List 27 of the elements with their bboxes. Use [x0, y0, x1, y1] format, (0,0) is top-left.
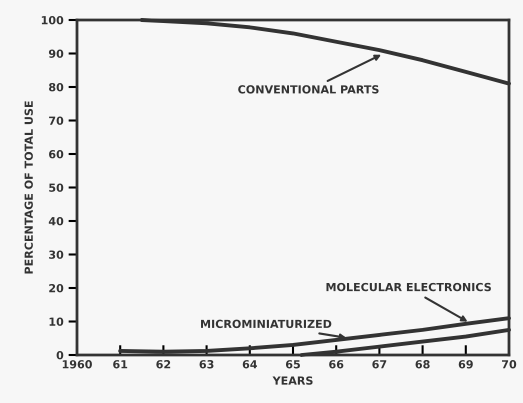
y-tick-label: 0	[56, 350, 64, 360]
y-axis-title: PERCENTAGE OF TOTAL USE	[24, 101, 33, 274]
x-axis-title: YEARS	[272, 376, 313, 385]
y-tick-label: 50	[49, 183, 64, 192]
x-tick-label: 62	[156, 360, 170, 368]
y-tick-label: 30	[49, 250, 64, 259]
x-tick-label: 64	[242, 360, 258, 368]
y-tick-label: 70	[49, 116, 64, 125]
x-tick-label: 65	[286, 360, 300, 368]
y-tick-label: 20	[49, 284, 64, 292]
x-tick-label: 66	[329, 360, 344, 368]
x-tick-label: 68	[416, 360, 430, 368]
x-tick-label: 69	[458, 360, 473, 368]
x-tick-label: 1960	[62, 360, 92, 368]
y-tick-label: 40	[48, 216, 64, 226]
x-tick-label: 61	[113, 360, 128, 368]
x-tick-label: 67	[372, 360, 386, 368]
y-tick-label: 10	[50, 317, 64, 326]
y-tick-label: 100	[42, 16, 64, 24]
x-tick-label: 70	[502, 360, 516, 368]
y-tick-label: 80	[49, 82, 64, 92]
x-tick-label: 63	[200, 360, 214, 368]
annotation: MICROMINIATURIZED	[201, 320, 332, 328]
annotation: MOLECULAR ELECTRONICS	[326, 282, 491, 292]
y-tick-label: 90	[48, 49, 64, 58]
y-tick-label: 60	[49, 150, 64, 158]
annotation: CONVENTIONAL PARTS	[238, 85, 379, 94]
